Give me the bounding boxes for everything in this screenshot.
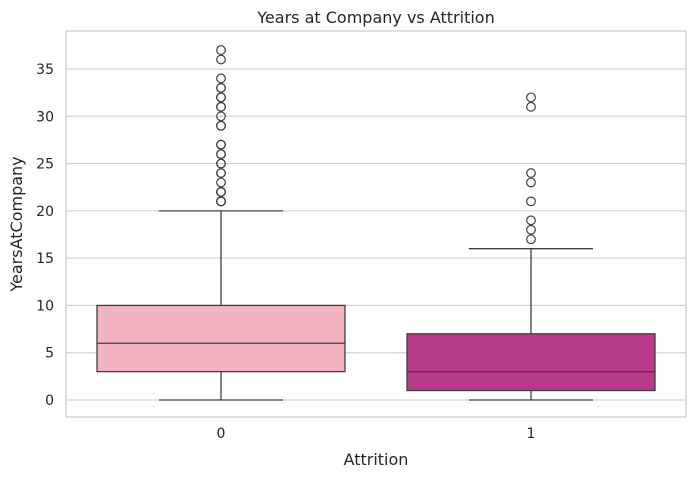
- outlier-point: [216, 187, 226, 197]
- outlier-point: [216, 54, 226, 65]
- outlier-point: [526, 101, 536, 112]
- outlier-point: [216, 101, 226, 112]
- y-tick-label: 20: [36, 204, 54, 220]
- x-tick-label: 0: [217, 426, 226, 442]
- outlier-point: [216, 139, 226, 150]
- outlier-point: [216, 83, 226, 93]
- outlier-point: [216, 120, 226, 131]
- y-tick-labels: 0 5 10 15 20 25 30 35: [36, 62, 54, 409]
- outlier-point: [216, 177, 226, 188]
- outlier-point: [216, 45, 226, 55]
- outlier-point: [216, 111, 226, 122]
- outlier-point: [526, 224, 536, 235]
- iqr-box: [96, 304, 346, 373]
- outlier-point: [216, 158, 226, 169]
- y-tick-label: 35: [36, 62, 54, 78]
- x-tick-label: 1: [527, 426, 536, 442]
- y-tick-label: 30: [36, 109, 54, 125]
- box-plots: [96, 45, 656, 401]
- outlier-point: [216, 73, 226, 84]
- chart-title: Years at Company vs Attrition: [256, 8, 494, 27]
- y-tick-label: 25: [36, 157, 54, 173]
- y-axis-label: YearsAtCompany: [7, 156, 26, 292]
- x-axis-label: Attrition: [344, 450, 409, 469]
- y-tick-label: 5: [45, 346, 54, 362]
- y-tick-label: 10: [36, 298, 54, 314]
- box-group-0: [96, 45, 346, 401]
- outlier-point: [526, 215, 536, 226]
- box-group-1: [406, 92, 656, 401]
- outlier-point: [216, 196, 226, 207]
- outlier-point: [526, 196, 536, 207]
- outlier-point: [216, 168, 226, 178]
- outlier-point: [526, 177, 536, 188]
- outlier-point: [526, 234, 536, 245]
- iqr-box: [406, 333, 656, 392]
- outlier-point: [526, 168, 536, 178]
- outlier-point: [216, 149, 226, 160]
- y-tick-label: 15: [36, 251, 54, 267]
- outlier-point: [526, 92, 536, 103]
- y-tick-label: 0: [45, 393, 54, 409]
- plot-frame: [65, 30, 687, 418]
- outlier-point: [216, 92, 226, 103]
